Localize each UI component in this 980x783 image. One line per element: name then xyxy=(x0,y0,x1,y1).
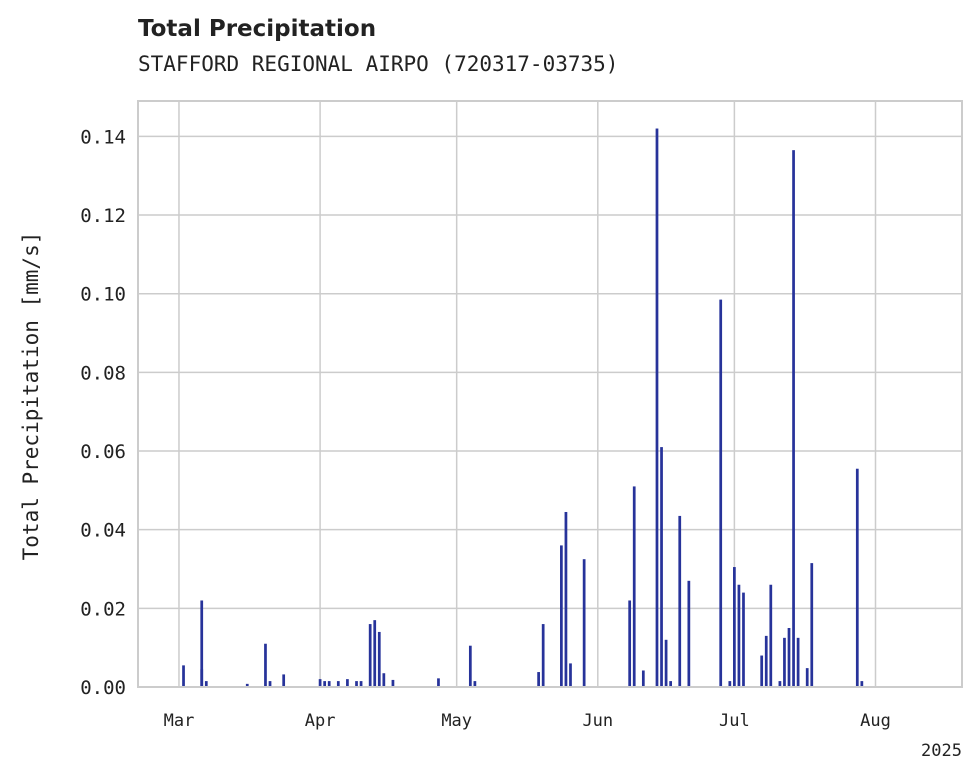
chart-title: Total Precipitation xyxy=(138,16,377,42)
precip-bar xyxy=(537,672,540,687)
precip-bar xyxy=(204,681,208,687)
y-tick-label: 0.08 xyxy=(80,362,126,384)
grid-lines xyxy=(138,101,962,688)
precip-bar xyxy=(359,681,363,687)
precip-bar xyxy=(760,655,764,687)
precip-bar xyxy=(664,639,668,687)
precip-bar xyxy=(778,681,782,687)
chart-subtitle: STAFFORD REGIONAL AIRPO (720317-03735) xyxy=(138,52,619,76)
precip-bar xyxy=(655,128,659,687)
precip-bar xyxy=(728,681,732,687)
precip-bar xyxy=(264,643,267,687)
y-axis-label: Total Precipitation [mm/s] xyxy=(19,232,43,561)
precip-bar xyxy=(678,515,682,687)
precip-bar xyxy=(669,681,673,687)
precip-bar xyxy=(733,567,736,687)
x-tick-label: Jul xyxy=(719,711,750,731)
precipitation-bars xyxy=(182,128,864,687)
precip-bar xyxy=(582,559,586,687)
precip-bar xyxy=(245,683,249,687)
y-tick-label: 0.10 xyxy=(80,284,126,306)
precip-bar xyxy=(336,681,340,687)
precip-bar xyxy=(687,580,691,687)
precip-bar xyxy=(569,663,572,687)
x-tick-label: Apr xyxy=(305,711,336,731)
precip-bar xyxy=(719,299,723,687)
y-tick-label: 0.00 xyxy=(80,677,126,699)
precip-bar xyxy=(355,681,358,687)
x-tick-label: Mar xyxy=(164,711,195,731)
precip-bar xyxy=(541,624,545,687)
precip-bar xyxy=(660,447,663,687)
precip-bar xyxy=(437,678,440,687)
precip-bar xyxy=(391,679,395,687)
precip-bar xyxy=(641,670,645,687)
y-tick-label: 0.12 xyxy=(80,205,126,227)
precip-bar xyxy=(182,665,185,687)
precip-bar xyxy=(564,511,568,687)
precip-bar xyxy=(382,673,386,687)
precip-bar xyxy=(282,674,286,687)
plot-frame xyxy=(137,100,963,688)
precip-bar xyxy=(632,486,636,687)
precip-bar xyxy=(327,681,331,687)
precip-bar xyxy=(769,584,773,687)
precip-bar xyxy=(368,624,372,687)
precip-bar xyxy=(473,681,477,687)
x-tick-label: May xyxy=(441,711,472,731)
precip-bar xyxy=(318,679,322,687)
x-axis-year-label: 2025 xyxy=(921,741,962,761)
precip-bar xyxy=(346,679,349,687)
y-tick-label: 0.02 xyxy=(80,598,126,620)
precip-bar xyxy=(323,681,327,687)
precip-bar xyxy=(377,631,381,687)
precip-bar xyxy=(737,584,741,687)
y-tick-label: 0.14 xyxy=(80,126,126,148)
precip-bar xyxy=(200,600,204,687)
x-axis-ticks: Mar Apr May Jun Jul Aug xyxy=(164,711,891,731)
precip-bar xyxy=(742,592,745,687)
y-tick-label: 0.06 xyxy=(80,441,126,463)
y-tick-label: 0.04 xyxy=(80,520,126,542)
precip-bar xyxy=(468,645,472,687)
precip-bar xyxy=(560,545,563,687)
precip-bar xyxy=(792,150,795,687)
precip-bar xyxy=(373,620,377,687)
precip-bar xyxy=(783,637,786,687)
x-tick-label: Jun xyxy=(582,711,613,731)
precip-bar xyxy=(796,637,800,687)
precip-bar xyxy=(860,681,864,687)
y-axis-ticks: 0.00 0.02 0.04 0.06 0.08 0.10 0.12 0.14 xyxy=(80,126,126,699)
precip-bar xyxy=(855,468,859,687)
precip-bar xyxy=(268,681,272,687)
precip-bar xyxy=(810,563,814,687)
precip-bar xyxy=(200,669,204,687)
precip-bar xyxy=(787,628,791,687)
x-tick-label: Aug xyxy=(860,711,891,731)
precip-bar xyxy=(764,635,768,687)
precip-bar xyxy=(628,600,632,687)
precip-bar xyxy=(805,668,809,687)
